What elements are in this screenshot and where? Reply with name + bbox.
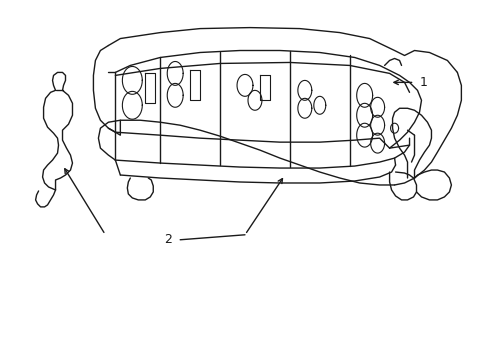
Text: 1: 1 xyxy=(419,76,427,89)
Text: 2: 2 xyxy=(164,233,172,246)
